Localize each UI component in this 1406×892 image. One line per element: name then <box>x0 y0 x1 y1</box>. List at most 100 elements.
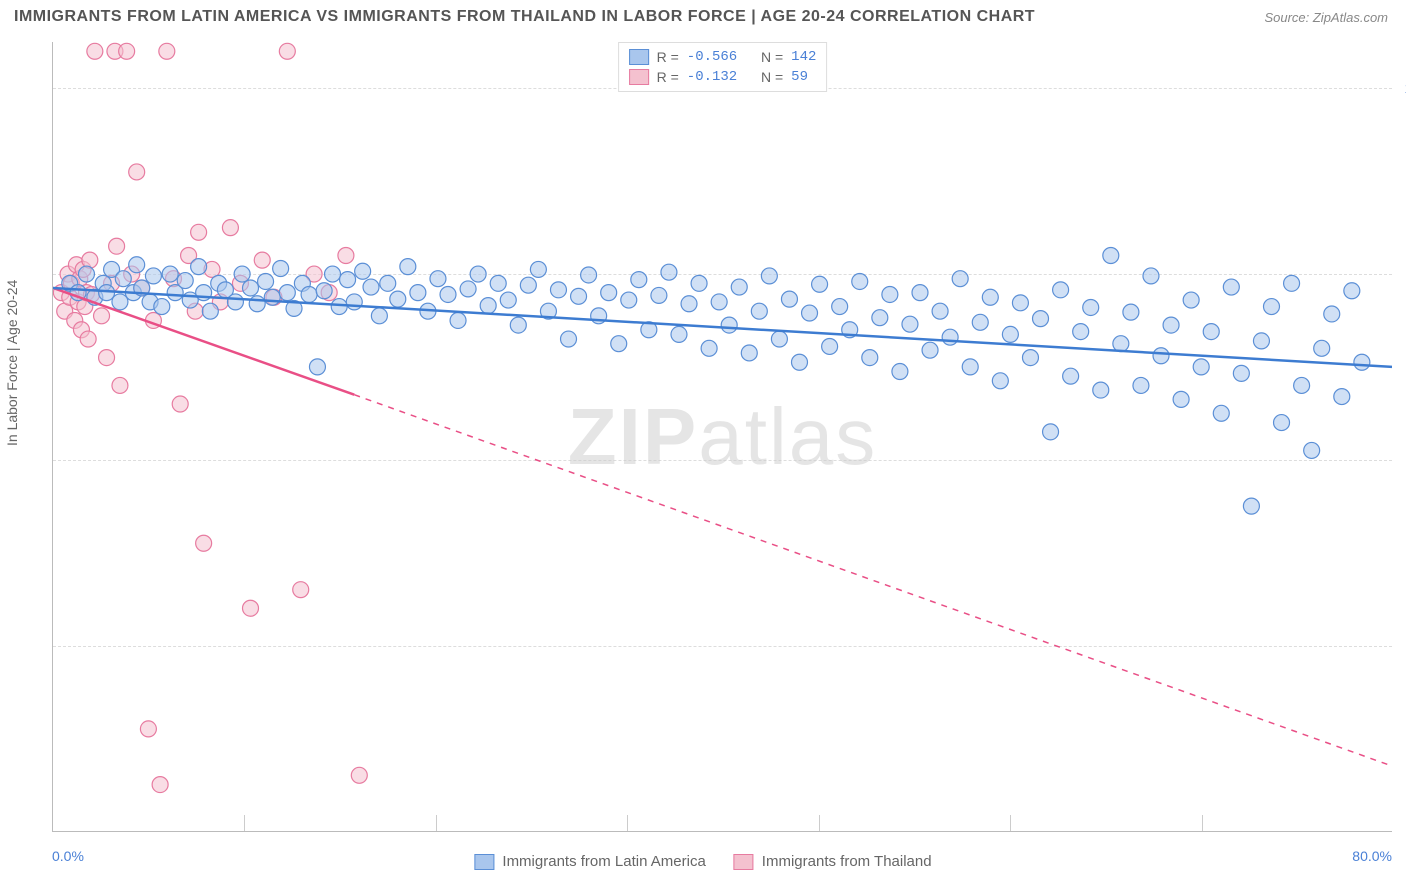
data-point <box>331 299 347 315</box>
data-point <box>1053 282 1069 298</box>
data-point <box>1093 382 1109 398</box>
data-point <box>279 285 295 301</box>
data-point <box>191 224 207 240</box>
data-point <box>1022 350 1038 366</box>
data-point <box>671 326 687 342</box>
data-point <box>1103 248 1119 264</box>
data-point <box>1294 377 1310 393</box>
data-point <box>87 43 103 59</box>
y-tick: 80.0% <box>1402 266 1406 282</box>
data-point <box>500 292 516 308</box>
legend-swatch <box>629 69 649 85</box>
series-a-points <box>62 248 1370 515</box>
legend-top-row: R =-0.132 N = 59 <box>629 67 817 87</box>
x-tick-right: 80.0% <box>1352 848 1392 864</box>
data-point <box>832 299 848 315</box>
y-tick: 60.0% <box>1402 452 1406 468</box>
data-point <box>264 289 280 305</box>
data-point <box>1314 340 1330 356</box>
data-point <box>159 43 175 59</box>
data-point <box>1183 292 1199 308</box>
data-point <box>301 286 317 302</box>
chart-svg <box>53 42 1392 831</box>
data-point <box>380 275 396 291</box>
data-point <box>355 263 371 279</box>
data-point <box>309 359 325 375</box>
data-point <box>202 303 218 319</box>
data-point <box>571 288 587 304</box>
data-point <box>651 287 667 303</box>
data-point <box>293 582 309 598</box>
legend-swatch <box>734 854 754 870</box>
data-point <box>234 266 250 282</box>
data-point <box>982 289 998 305</box>
data-point <box>191 259 207 275</box>
legend-n-label: N = <box>761 49 783 65</box>
data-point <box>631 272 647 288</box>
data-point <box>363 279 379 295</box>
data-point <box>942 329 958 345</box>
data-point <box>550 282 566 298</box>
x-tick-left: 0.0% <box>52 848 84 864</box>
data-point <box>1213 405 1229 421</box>
data-point <box>177 273 193 289</box>
y-tick: 100.0% <box>1402 80 1406 96</box>
data-point <box>460 281 476 297</box>
data-point <box>222 220 238 236</box>
data-point <box>1344 283 1360 299</box>
data-point <box>761 268 777 284</box>
data-point <box>962 359 978 375</box>
data-point <box>510 317 526 333</box>
data-point <box>852 273 868 289</box>
y-tick: 40.0% <box>1402 638 1406 654</box>
data-point <box>430 271 446 287</box>
data-point <box>731 279 747 295</box>
legend-n-label: N = <box>761 69 783 85</box>
data-point <box>1263 299 1279 315</box>
regression-lines <box>53 288 1392 766</box>
y-axis-label: In Labor Force | Age 20-24 <box>4 280 20 446</box>
data-point <box>1043 424 1059 440</box>
legend-r-label: R = <box>657 49 679 65</box>
data-point <box>1143 268 1159 284</box>
data-point <box>1153 348 1169 364</box>
series-b-points <box>53 43 367 792</box>
data-point <box>741 345 757 361</box>
data-point <box>172 396 188 412</box>
chart-title: IMMIGRANTS FROM LATIN AMERICA VS IMMIGRA… <box>14 8 1035 26</box>
data-point <box>450 312 466 328</box>
data-point <box>1334 389 1350 405</box>
data-point <box>273 260 289 276</box>
data-point <box>992 373 1008 389</box>
legend-top-row: R =-0.566 N =142 <box>629 47 817 67</box>
data-point <box>152 777 168 793</box>
data-point <box>912 285 928 301</box>
data-point <box>99 350 115 366</box>
data-point <box>470 266 486 282</box>
data-point <box>952 271 968 287</box>
data-point <box>1123 304 1139 320</box>
data-point <box>972 314 988 330</box>
data-point <box>80 331 96 347</box>
data-point <box>338 248 354 264</box>
data-point <box>346 294 362 310</box>
legend-bottom-label: Immigrants from Latin America <box>502 853 705 870</box>
data-point <box>812 276 828 292</box>
data-point <box>258 273 274 289</box>
legend-bottom-label: Immigrants from Thailand <box>762 853 932 870</box>
data-point <box>1304 442 1320 458</box>
data-point <box>340 272 356 288</box>
data-point <box>129 257 145 273</box>
data-point <box>1073 324 1089 340</box>
data-point <box>390 291 406 307</box>
chart-plot-area: ZIPatlas R =-0.566 N =142R =-0.132 N = 5… <box>52 42 1392 832</box>
data-point <box>490 275 506 291</box>
legend-n-value: 59 <box>791 69 808 85</box>
legend-r-value: -0.566 <box>687 49 737 65</box>
data-point <box>154 299 170 315</box>
data-point <box>1324 306 1340 322</box>
legend-r-label: R = <box>657 69 679 85</box>
data-point <box>932 303 948 319</box>
data-point <box>440 286 456 302</box>
data-point <box>112 294 128 310</box>
